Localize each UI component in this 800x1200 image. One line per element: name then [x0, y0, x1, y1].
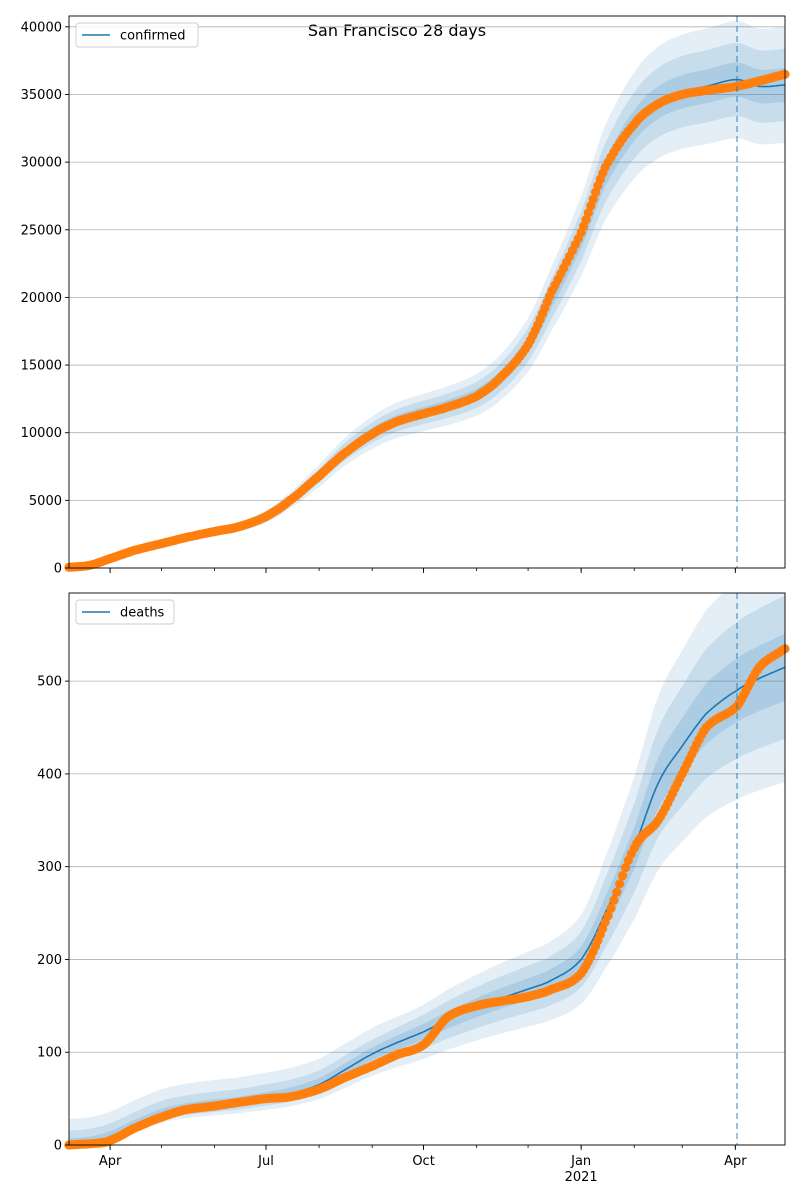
deaths-band-outer [69, 593, 785, 1145]
y-tick-label: 30000 [21, 156, 62, 171]
y-tick-label: 25000 [21, 223, 62, 238]
legend-box [75, 599, 175, 625]
y-tick-label: 20000 [21, 291, 62, 306]
deaths-observed-point [603, 911, 613, 921]
axes-frame [68, 15, 786, 569]
deaths-observed-point [612, 887, 622, 897]
deaths-observed-point [620, 863, 631, 873]
y-tick-label: 200 [37, 953, 62, 968]
y-tick-label: 0 [54, 562, 62, 577]
confirmed-observed-point [583, 208, 594, 218]
y-tick-label: 15000 [21, 359, 62, 374]
x-tick-label: Jul [257, 1154, 274, 1169]
y-tick-label: 100 [37, 1046, 62, 1061]
x-tick-label: Apr [99, 1154, 122, 1169]
y-tick-label: 35000 [21, 88, 62, 103]
y-tick-label: 500 [37, 675, 62, 690]
confirmed-panel: 0 5000 10000 15000 20000 25000 30000 35000 40000… [21, 15, 790, 577]
confirmed-legend: confirmed [75, 22, 199, 48]
x-tick-label: Jan [570, 1154, 591, 1169]
legend-box [75, 22, 199, 48]
x-tick-sublabel: 2021 [565, 1170, 598, 1185]
legend-label: confirmed [120, 29, 186, 44]
deaths-observed-point [618, 871, 628, 881]
confirmed-band-outer [69, 21, 785, 568]
y-tick-label: 5000 [29, 494, 62, 509]
deaths-legend: deaths [75, 599, 175, 625]
deaths-observed-point [606, 903, 616, 913]
axes-frame [68, 592, 786, 1146]
legend-label: deaths [120, 606, 165, 621]
y-tick-label: 10000 [21, 426, 62, 441]
deaths-band-inner [69, 633, 785, 1145]
y-tick-label: 40000 [21, 20, 62, 35]
x-tick-label: Apr [724, 1154, 747, 1169]
deaths-observed-point [615, 879, 625, 889]
y-tick-label: 300 [37, 860, 62, 875]
y-tick-label: 0 [54, 1139, 62, 1154]
deaths-observed-point [609, 895, 619, 905]
x-tick-label: Oct [412, 1154, 434, 1169]
y-tick-label: 400 [37, 767, 62, 782]
chart-title: San Francisco 28 days [308, 21, 486, 40]
